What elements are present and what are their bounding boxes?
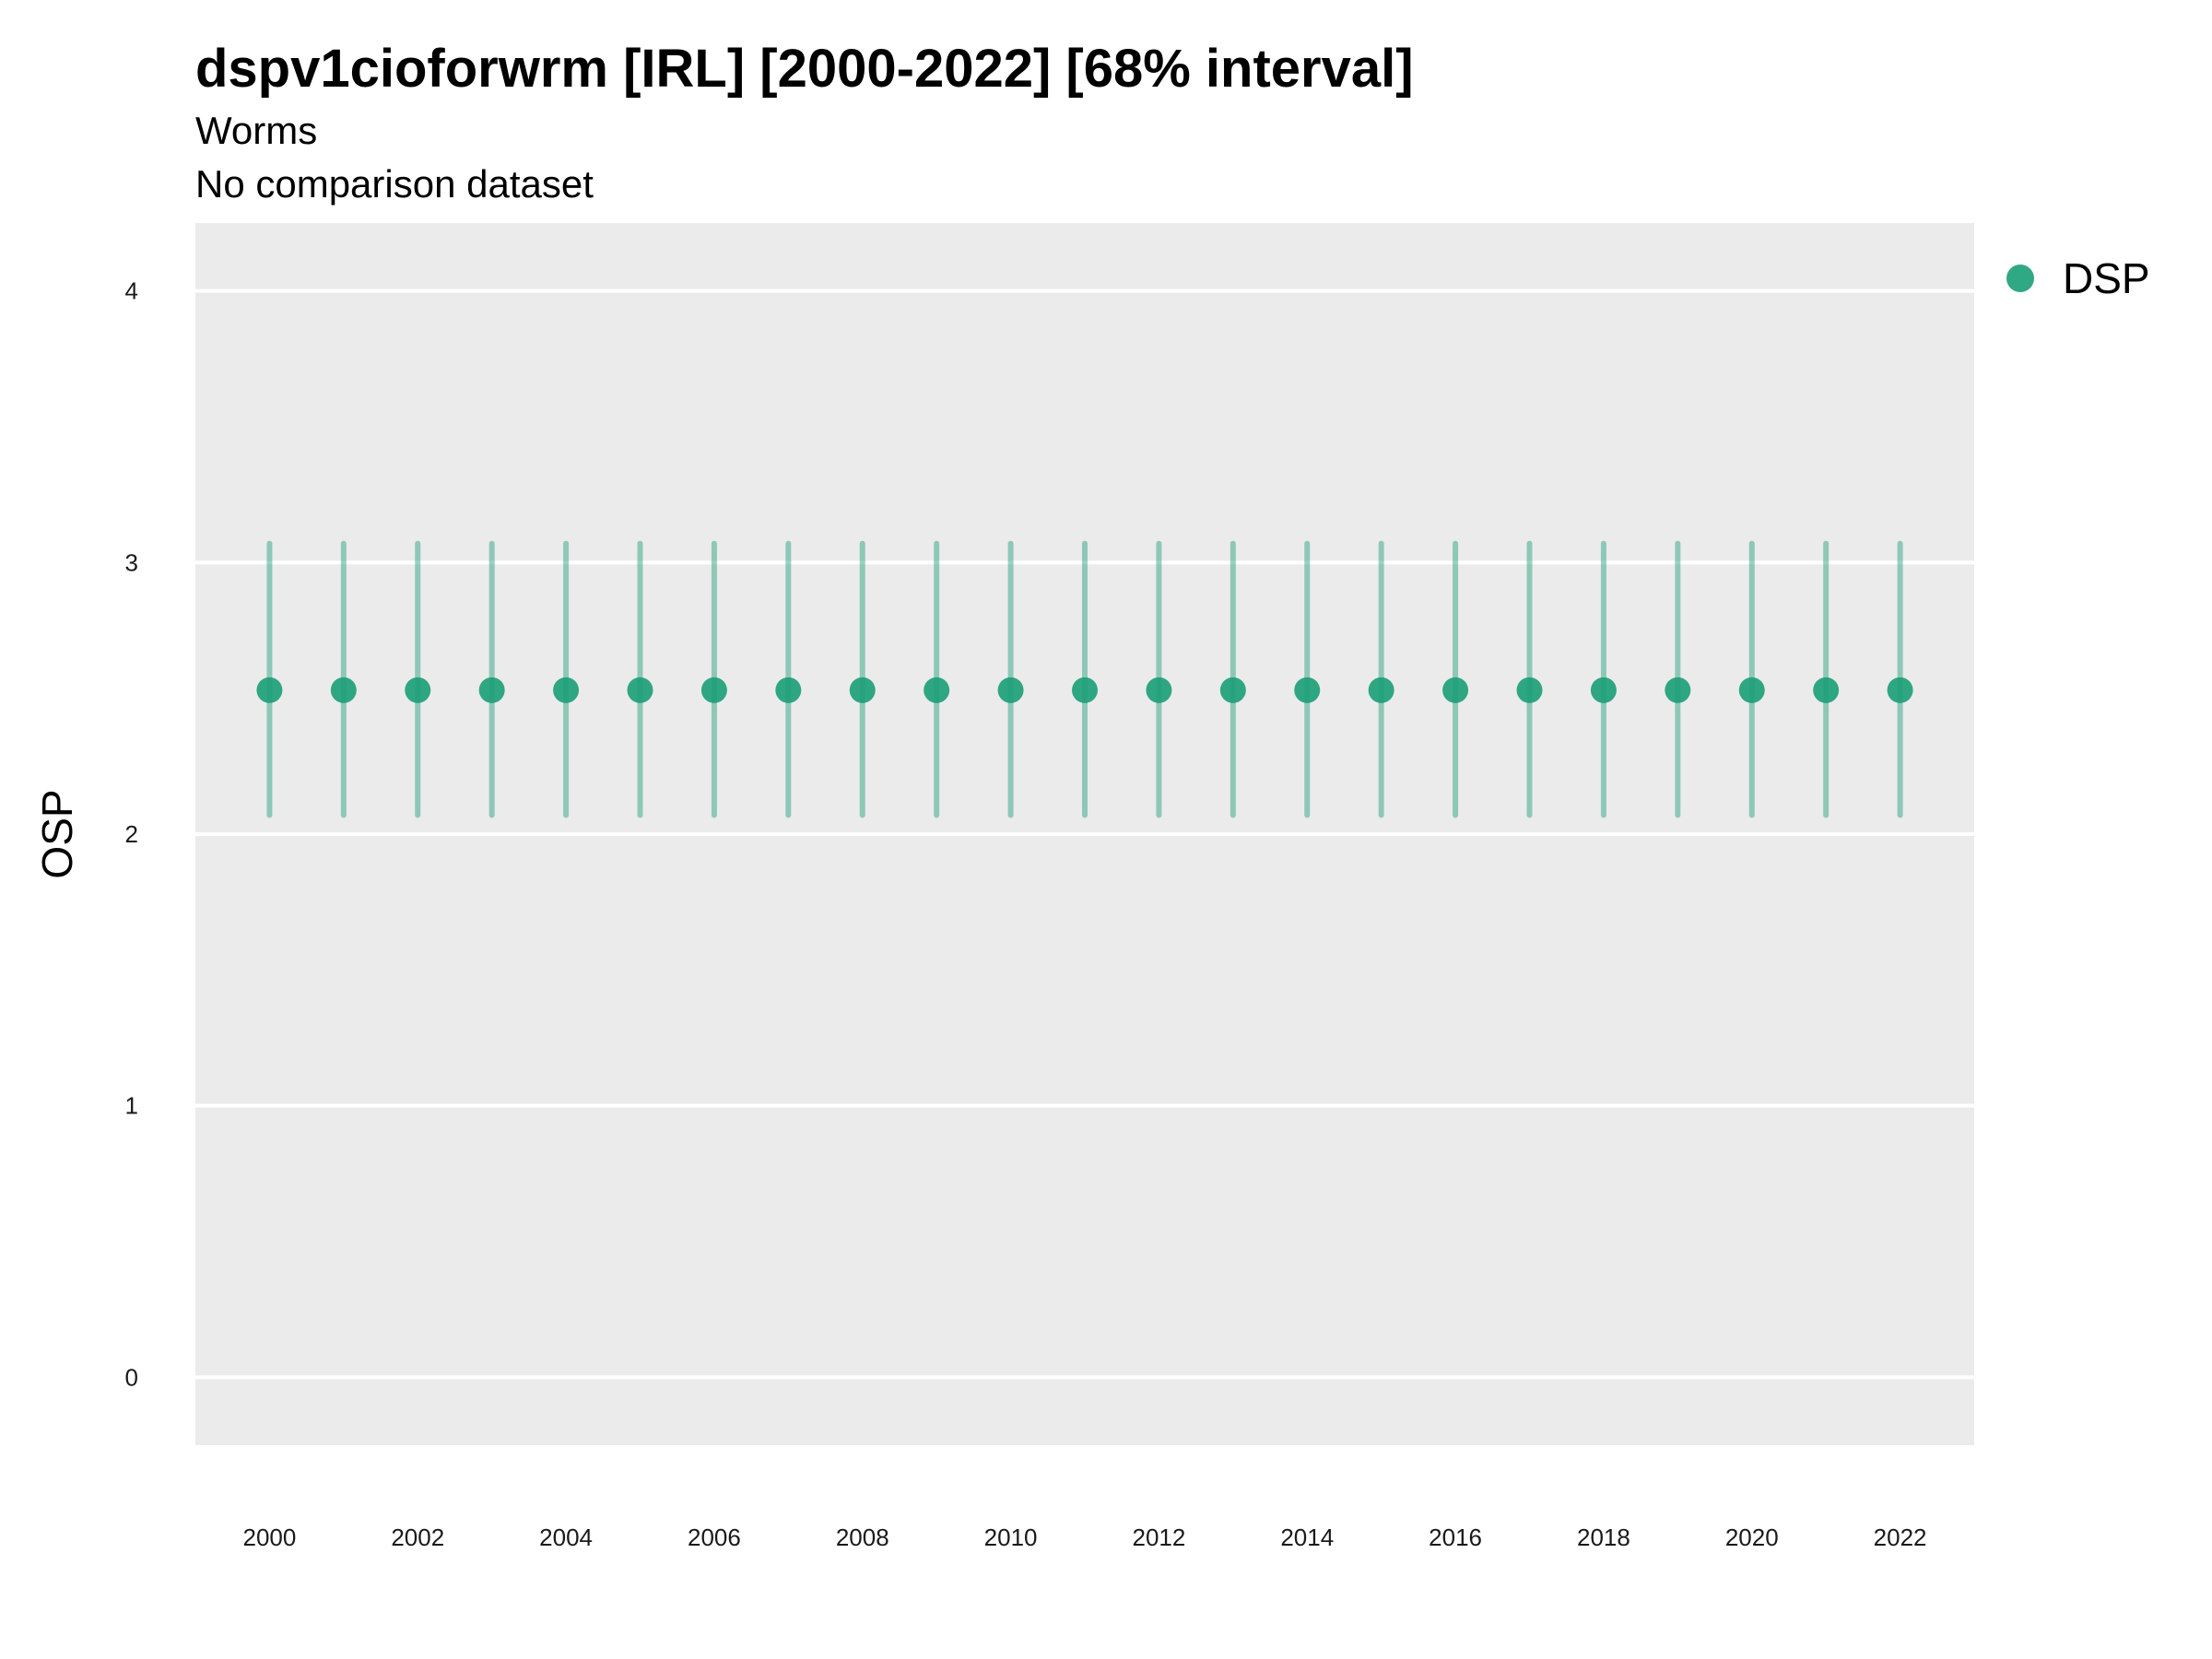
- x-tick-label: 2012: [1132, 1524, 1185, 1551]
- y-tick-label: 3: [125, 548, 138, 576]
- y-tick-label: 0: [125, 1363, 138, 1391]
- legend-swatch-dsp: [2006, 265, 2034, 292]
- x-tick-label: 2004: [539, 1524, 593, 1551]
- x-tick-label: 2018: [1577, 1524, 1630, 1551]
- grid-lines: [195, 288, 1974, 1380]
- data-point: [1368, 677, 1394, 703]
- data-point: [775, 677, 802, 703]
- data-point: [997, 677, 1024, 703]
- data-point: [1072, 677, 1098, 703]
- data-point: [700, 677, 727, 703]
- x-tick-label: 2006: [688, 1524, 741, 1551]
- x-tick-label: 2022: [1874, 1524, 1927, 1551]
- data-point: [627, 677, 653, 703]
- legend: DSP: [2006, 254, 2150, 302]
- x-tick-label: 2008: [836, 1524, 889, 1551]
- data-point: [1590, 677, 1617, 703]
- chart-title: dspv1cioforwrm [IRL] [2000-2022] [68% in…: [195, 39, 1414, 99]
- y-tick-label: 2: [125, 820, 138, 848]
- data-point: [1146, 677, 1172, 703]
- data-point: [1516, 677, 1543, 703]
- y-tick-label: 4: [125, 277, 138, 305]
- x-tick-label: 2016: [1429, 1524, 1482, 1551]
- x-tick-label: 2002: [391, 1524, 444, 1551]
- data-point: [405, 677, 431, 703]
- y-tick-label: 1: [125, 1092, 138, 1120]
- data-point: [1294, 677, 1321, 703]
- x-tick-label: 2014: [1280, 1524, 1334, 1551]
- x-tick-label: 2000: [242, 1524, 296, 1551]
- data-point: [924, 677, 950, 703]
- data-point: [256, 677, 283, 703]
- data-point: [1738, 677, 1765, 703]
- y-axis-label: OSP: [33, 789, 81, 878]
- data-point: [849, 677, 876, 703]
- chart-subtitle: Worms: [195, 109, 317, 152]
- data-point: [330, 677, 357, 703]
- y-axis-ticks: 0 1 2 3 4: [125, 277, 138, 1392]
- chart-caption: No comparison dataset: [195, 162, 594, 206]
- data-point: [1665, 677, 1691, 703]
- data-point: [1219, 677, 1246, 703]
- x-axis-ticks: 2000 2002 2004 2006 2008 2010 2012 2014 2016 2018…: [242, 1524, 1926, 1551]
- data-point: [553, 677, 580, 703]
- x-tick-label: 2020: [1725, 1524, 1779, 1551]
- data-point: [1442, 677, 1469, 703]
- legend-label-dsp: DSP: [2063, 254, 2150, 302]
- data-point: [1887, 677, 1913, 703]
- data-points: [256, 677, 1913, 703]
- x-tick-label: 2010: [984, 1524, 1038, 1551]
- data-point: [478, 677, 505, 703]
- data-point: [1813, 677, 1840, 703]
